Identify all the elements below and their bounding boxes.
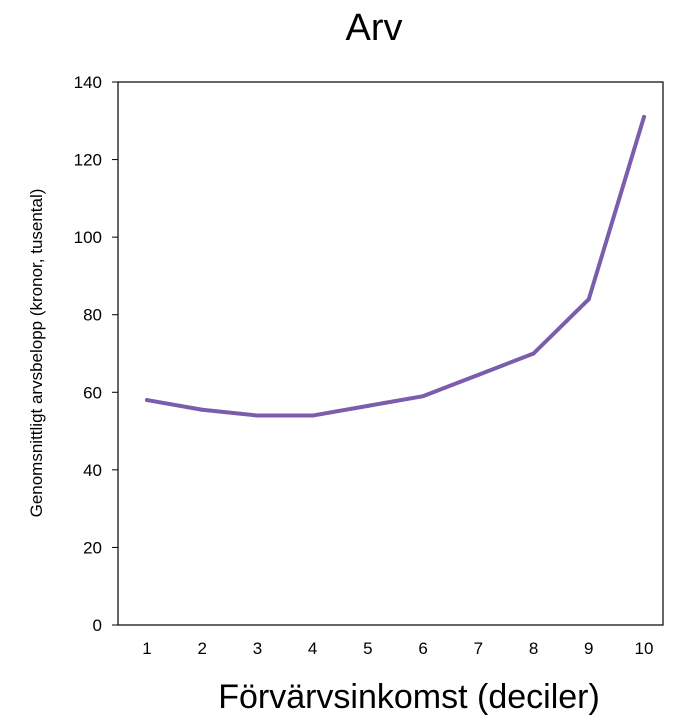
y-axis: 0 20 40 60 80 100 120 140	[74, 73, 118, 635]
x-tick-label: 7	[474, 639, 483, 658]
x-tick-label: 1	[142, 639, 151, 658]
x-tick-label: 10	[635, 639, 654, 658]
x-tick-label: 3	[253, 639, 262, 658]
series-line	[145, 114, 646, 418]
series-layer	[145, 114, 646, 418]
data-point	[310, 413, 315, 418]
x-tick-label: 2	[197, 639, 206, 658]
data-point	[200, 407, 205, 412]
y-tick-label: 60	[83, 383, 102, 402]
data-point	[642, 114, 646, 119]
data-point	[476, 372, 481, 377]
y-tick-label: 140	[74, 73, 102, 92]
data-point	[531, 351, 536, 356]
y-axis-title: Genomsnittligt arvsbelopp (kronor, tusen…	[27, 189, 46, 518]
data-point	[421, 394, 426, 399]
data-point	[365, 403, 370, 408]
y-tick-label: 80	[83, 306, 102, 325]
y-tick-label: 40	[83, 461, 102, 480]
data-point	[145, 398, 149, 403]
x-axis-title: Förvärvsinkomst (deciler)	[218, 678, 600, 716]
data-point	[586, 297, 591, 302]
x-tick-label: 4	[308, 639, 317, 658]
x-tick-label: 5	[363, 639, 372, 658]
plot-area-frame	[117, 81, 664, 626]
chart-title: Arv	[346, 7, 403, 49]
data-point	[255, 413, 260, 418]
y-tick-label: 120	[74, 151, 102, 170]
y-tick-label: 0	[93, 616, 102, 635]
x-tick-label: 9	[584, 639, 593, 658]
x-axis: 1 2 3 4 5 6 7 8 9 10	[142, 639, 653, 658]
x-tick-label: 8	[529, 639, 538, 658]
x-tick-label: 6	[418, 639, 427, 658]
y-tick-label: 100	[74, 228, 102, 247]
y-tick-label: 20	[83, 538, 102, 557]
